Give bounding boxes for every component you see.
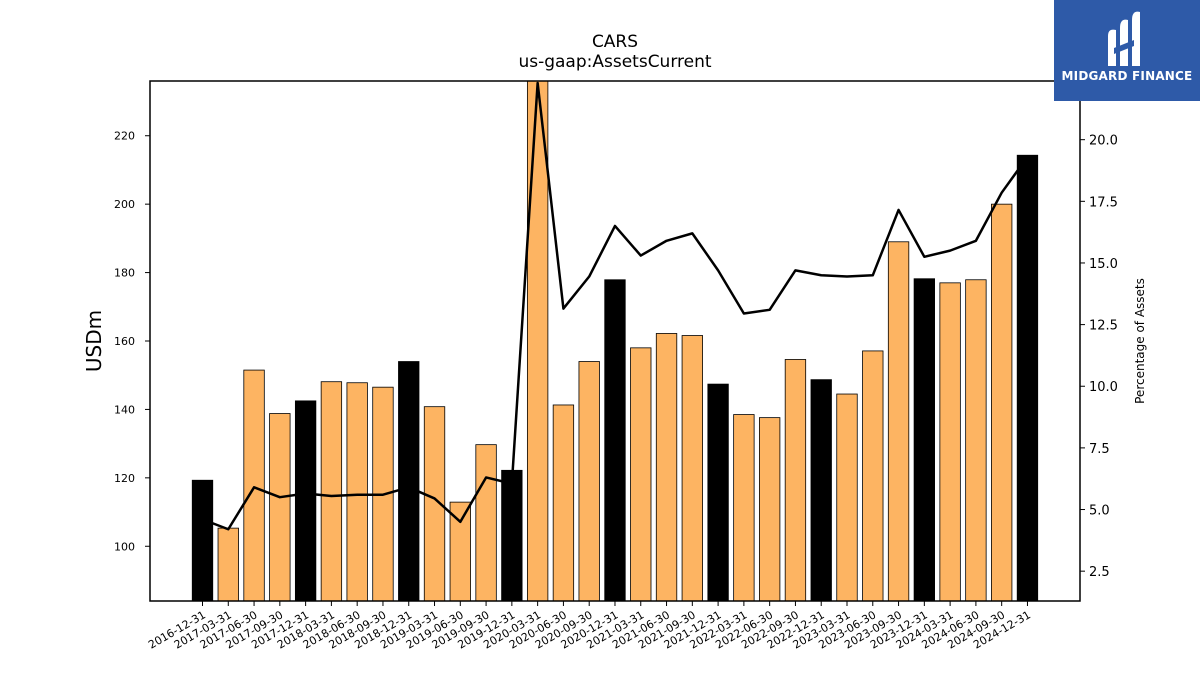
bar-2022-09-30 [784, 359, 807, 602]
bar-2024-09-30 [991, 203, 1013, 602]
y-tick-label: 160 [114, 335, 135, 348]
bar-2024-03-31 [939, 282, 961, 602]
y-axis-label: USDm [82, 310, 106, 372]
bar-group [191, 80, 1039, 602]
bar-2017-12-31 [294, 400, 317, 602]
bar-2022-12-31 [810, 379, 832, 602]
bar-2023-09-30 [887, 241, 910, 602]
logo-text: MIDGARD FINANCE [1061, 69, 1193, 83]
bar-2020-03-31 [526, 80, 549, 602]
y2-tick-label: 15.0 [1089, 257, 1118, 272]
brand-logo: MIDGARD FINANCE [1054, 0, 1200, 101]
y2-tick-label: 5.0 [1089, 504, 1110, 519]
y-tick-label: 200 [114, 198, 135, 211]
bar-2021-12-31 [707, 383, 729, 602]
y-tick-label: 180 [114, 267, 135, 280]
bar-2016-12-31 [191, 479, 214, 602]
y2-tick-label: 10.0 [1089, 380, 1118, 395]
bar-2021-03-31 [630, 347, 652, 602]
bar-2022-06-30 [759, 417, 781, 602]
logo-mark-icon [1108, 11, 1140, 67]
y-tick-label: 100 [114, 540, 135, 553]
chart-subtitle: us-gaap:AssetsCurrent [518, 52, 712, 72]
bar-2021-06-30 [655, 333, 678, 602]
y-tick-label: 120 [114, 472, 135, 485]
bar-2024-12-31 [1016, 154, 1039, 602]
y-tick-label: 140 [114, 403, 135, 416]
bar-2024-06-30 [965, 279, 987, 602]
bar-2017-09-30 [269, 413, 291, 602]
bar-2023-03-31 [836, 393, 858, 602]
bar-2023-12-31 [913, 278, 935, 602]
y-tick-label: 220 [114, 130, 135, 143]
line-group [202, 81, 1029, 531]
y2-tick-label: 17.5 [1089, 195, 1118, 210]
bar-2019-12-31 [501, 469, 523, 602]
bar-2020-12-31 [604, 279, 626, 602]
x-axis-ticks: 2016-12-312017-03-312017-06-302017-09-30… [146, 601, 1033, 652]
y2-tick-label: 7.5 [1089, 442, 1110, 457]
bar-2018-12-31 [398, 361, 420, 602]
bar-2017-06-30 [243, 369, 265, 602]
bar-2022-03-31 [733, 414, 755, 602]
bar-2021-09-30 [681, 335, 703, 602]
chart-title: CARS [591, 32, 639, 52]
bar-2019-09-30 [475, 444, 497, 602]
left-axis-ticks: 100 120 140 160 180 200 220 [114, 130, 150, 553]
y2-tick-label: 2.5 [1089, 565, 1110, 580]
y2-tick-label: 20.0 [1089, 134, 1118, 149]
bar-2023-06-30 [862, 350, 884, 602]
bar-2018-06-30 [346, 382, 368, 602]
right-axis-ticks: 2.5 5.0 7.5 10.0 12.5 15.0 17.5 20.0 [1080, 134, 1118, 580]
bar-2020-09-30 [578, 361, 600, 602]
bar-2020-06-30 [552, 404, 575, 602]
y2-axis-label: Percentage of Assets [1133, 278, 1147, 404]
bar-2017-03-31 [217, 527, 239, 602]
bar-2018-03-31 [320, 381, 343, 602]
y2-tick-label: 12.5 [1089, 319, 1118, 334]
